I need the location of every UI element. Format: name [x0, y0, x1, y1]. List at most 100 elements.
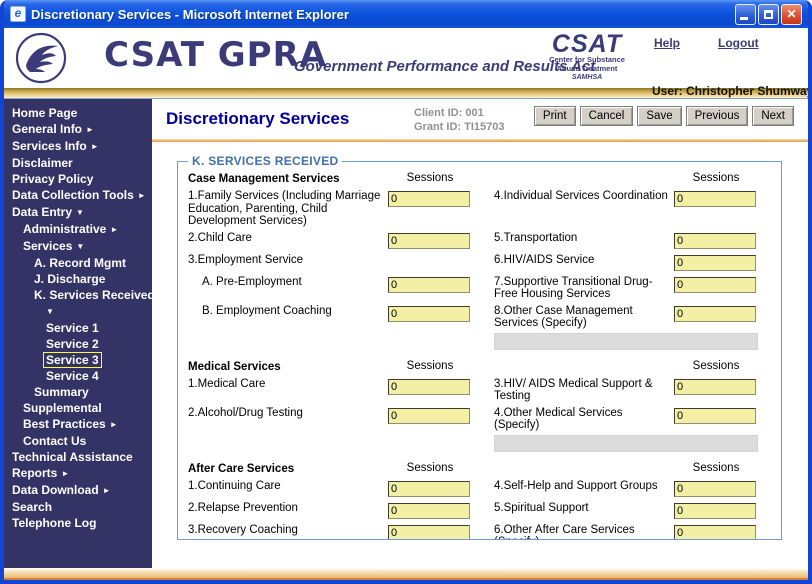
sidebar-item-summary[interactable]: Summary	[34, 385, 89, 399]
sidebar-item-data-download[interactable]: Data Download ►	[12, 483, 111, 497]
sessions-input[interactable]	[674, 254, 756, 271]
brand-tagline: Government Performance and Results Act	[294, 58, 596, 75]
sidebar-item-administrative[interactable]: Administrative ►	[23, 222, 119, 236]
field-label: 4.Self-Help and Support Groups	[494, 479, 658, 492]
sessions-input[interactable]	[388, 305, 470, 322]
sidebar-item-service-1[interactable]: Service 1	[46, 321, 99, 335]
arrow-right-icon: ►	[61, 469, 70, 478]
csat-logo-name: CSAT	[551, 30, 623, 58]
sessions-column-label: Sessions	[406, 359, 454, 372]
sessions-column-label: Sessions	[406, 461, 454, 474]
minimize-button[interactable]	[735, 3, 756, 25]
sessions-input[interactable]	[674, 232, 756, 249]
field-label: 1.Medical Care	[188, 377, 266, 390]
sidebar-item-service-3[interactable]: Service 3	[4, 352, 152, 368]
internet-explorer-icon: e	[10, 6, 26, 22]
sidebar-item-privacy-policy[interactable]: Privacy Policy	[12, 172, 94, 186]
sidebar-item-telephone-log[interactable]: Telephone Log	[12, 516, 97, 530]
field-label: A. Pre-Employment	[202, 275, 302, 288]
sessions-column-label: Sessions	[692, 359, 740, 372]
sessions-column-label: Sessions	[692, 461, 740, 474]
field-label: 3.Recovery Coaching	[188, 523, 298, 536]
sessions-input[interactable]	[388, 407, 470, 424]
field-label: 2.Relapse Prevention	[188, 501, 298, 514]
field-label: 8.Other Case Management Services (Specif…	[494, 304, 633, 330]
sidebar-item-services-info[interactable]: Services Info ►	[12, 139, 99, 153]
app-header: CSAT GPRA Government Performance and Res…	[4, 28, 808, 98]
save-button[interactable]: Save	[637, 106, 682, 126]
previous-button[interactable]: Previous	[685, 106, 749, 126]
field-label: 1.Family Services (Including Marriage Ed…	[188, 190, 381, 227]
close-icon: ✕	[786, 7, 797, 21]
grant-id-label: Grant ID: TI15703	[414, 121, 505, 133]
sidebar-item-home-page[interactable]: Home Page	[12, 106, 78, 120]
selected-item-highlight: Service 3	[43, 352, 102, 368]
sidebar-item-discharge[interactable]: J. Discharge	[34, 272, 106, 286]
specify-input[interactable]	[494, 332, 758, 350]
logout-link[interactable]: Logout	[718, 36, 759, 50]
field-label: 7.Supportive Transitional Drug-Free Hous…	[494, 275, 653, 301]
sessions-input[interactable]	[388, 480, 470, 497]
field-label: 5.Transportation	[494, 231, 578, 244]
arrow-right-icon: ►	[102, 486, 111, 495]
sidebar-item-reports[interactable]: Reports ►	[12, 466, 70, 480]
content-area: Discretionary Services Client ID: 001 Gr…	[152, 99, 808, 568]
sessions-input[interactable]	[388, 276, 470, 293]
sidebar-item-supplemental[interactable]: Supplemental	[23, 401, 102, 415]
sidebar-nav: Home Page General Info ► Services Info ► D…	[4, 99, 155, 568]
sessions-input[interactable]	[674, 480, 756, 497]
next-button[interactable]: Next	[752, 106, 794, 126]
sidebar-item-data-entry[interactable]: Data Entry ▼	[12, 205, 84, 219]
arrow-right-icon: ►	[137, 191, 146, 200]
sessions-input[interactable]	[674, 378, 756, 395]
help-link[interactable]: Help	[654, 36, 681, 50]
section-title: Medical Services	[188, 360, 281, 373]
arrow-down-icon: ▼	[46, 307, 54, 316]
sessions-input[interactable]	[674, 407, 756, 424]
medical-services-section: Medical Services Sessions Sessions 1.Med…	[188, 360, 773, 454]
arrow-right-icon: ►	[86, 125, 94, 134]
sidebar-item-services-received[interactable]: K. Services Received	[34, 288, 155, 302]
sidebar-item-services[interactable]: Services ▼	[23, 239, 85, 253]
sidebar-item-best-practices[interactable]: Best Practices ►	[23, 417, 118, 431]
brand-title: CSAT GPRA	[104, 35, 328, 75]
field-label: 6.Other After Care Services (Specify)	[494, 523, 635, 540]
sidebar-item-disclaimer[interactable]: Disclaimer	[12, 156, 73, 170]
sidebar-item-search[interactable]: Search	[12, 500, 53, 514]
toolbar: Print Cancel Save Previous Next	[533, 106, 794, 126]
sessions-input[interactable]	[674, 191, 756, 207]
sessions-column-label: Sessions	[692, 172, 740, 184]
field-label: 4.Other Medical Services (Specify)	[494, 406, 623, 432]
sidebar-item-contact-us[interactable]: Contact Us	[23, 434, 87, 448]
csat-logo-line1: Center for Substance	[549, 55, 625, 64]
cancel-button[interactable]: Cancel	[579, 106, 634, 126]
sessions-input[interactable]	[674, 305, 756, 322]
arrow-right-icon: ►	[109, 420, 118, 429]
sidebar-item-data-collection-tools[interactable]: Data Collection Tools ►	[12, 188, 146, 202]
specify-input[interactable]	[494, 434, 758, 452]
sidebar-item-service-4[interactable]: Service 4	[46, 369, 99, 383]
section-divider	[152, 139, 808, 142]
sessions-input[interactable]	[674, 276, 756, 293]
csat-logo: CSAT Center for Substance Abuse Treatmen…	[541, 32, 633, 82]
close-button[interactable]: ✕	[781, 3, 802, 25]
case-management-section: Case Management Services Sessions Sessio…	[188, 172, 773, 352]
sessions-input[interactable]	[388, 232, 470, 249]
sidebar-item-record-mgmt[interactable]: A. Record Mgmt	[34, 256, 127, 270]
sessions-input[interactable]	[674, 502, 756, 519]
sidebar-item-technical-assistance[interactable]: Technical Assistance	[12, 450, 133, 464]
sidebar-item-general-info[interactable]: General Info ►	[12, 122, 94, 136]
user-label: User: Christopher Shumway	[652, 84, 812, 98]
section-title: Case Management Services	[188, 173, 340, 185]
sidebar-item-services-received-expander[interactable]: ▼	[4, 303, 152, 320]
sidebar-item-service-2[interactable]: Service 2	[46, 337, 99, 351]
maximize-button[interactable]	[758, 3, 779, 25]
gold-divider	[4, 88, 808, 99]
sessions-input[interactable]	[388, 378, 470, 395]
sessions-input[interactable]	[388, 524, 470, 539]
print-button[interactable]: Print	[533, 106, 576, 126]
sessions-input[interactable]	[388, 191, 470, 207]
sessions-input[interactable]	[674, 524, 756, 539]
sessions-input[interactable]	[388, 502, 470, 519]
